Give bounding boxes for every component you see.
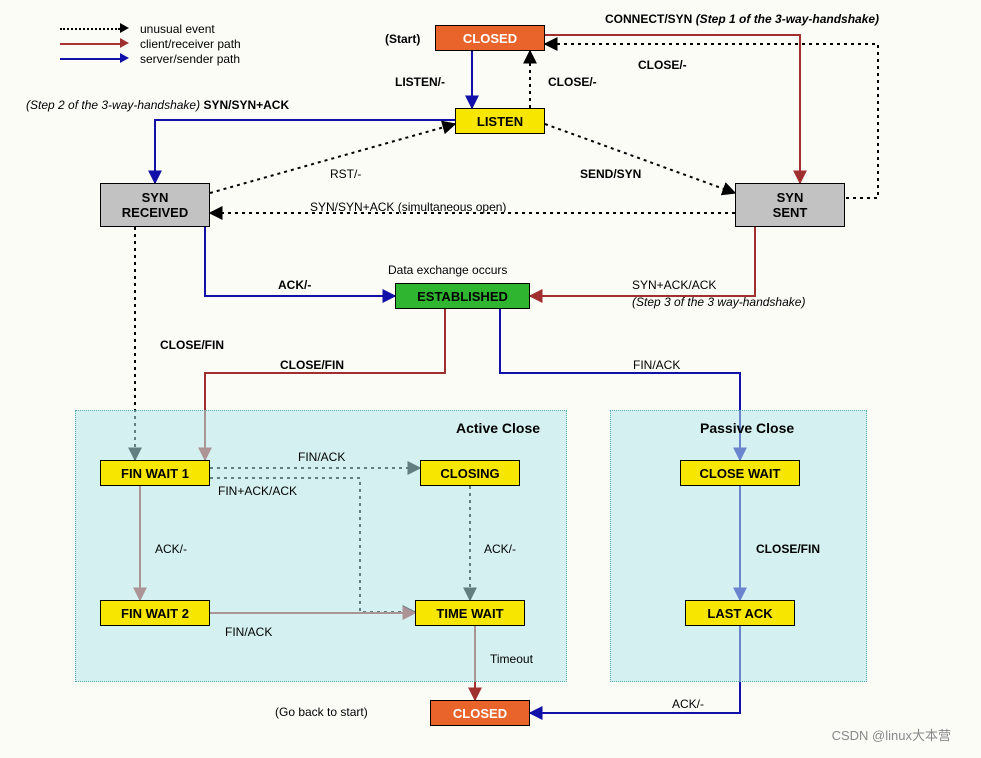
edge-label-3: CLOSE/- <box>638 58 687 72</box>
legend-label-red: client/receiver path <box>140 37 241 51</box>
edge-label-9b: (Step 3 of the 3 way-handshake) <box>632 295 805 309</box>
region-title-passive-close: Passive Close <box>700 420 794 436</box>
edge-label-9: SYN+ACK/ACK <box>632 278 716 292</box>
edge-label-12: CLOSE/FIN <box>280 358 344 372</box>
state-closed_top: CLOSED <box>435 25 545 51</box>
edge-label-19: CLOSE/FIN <box>756 542 820 556</box>
edge-label-10: Data exchange occurs <box>388 263 507 277</box>
legend-arrowhead-dotted <box>120 23 129 33</box>
edge-label-20: Timeout <box>490 652 533 666</box>
edge-4 <box>155 120 455 183</box>
state-time_wait: TIME WAIT <box>415 600 525 626</box>
edge-label-0: LISTEN/- <box>395 75 445 89</box>
edge-label-17: ACK/- <box>484 542 516 556</box>
edge-label-22: (Go back to start) <box>275 705 368 719</box>
edge-label-5: SEND/SYN <box>580 167 641 181</box>
region-title-active-close: Active Close <box>456 420 540 436</box>
edge-label-7: RST/- <box>330 167 361 181</box>
edge-label-6: SYN/SYN+ACK (simultaneous open) <box>310 200 506 214</box>
tcp-state-diagram: { "diagram": { "type": "flowchart", "bac… <box>0 0 981 758</box>
edge-label-14: ACK/- <box>155 542 187 556</box>
state-established: ESTABLISHED <box>395 283 530 309</box>
watermark: CSDN @linux大本营 <box>832 725 951 744</box>
legend-line-dotted <box>60 28 120 30</box>
state-fin_wait1: FIN WAIT 1 <box>100 460 210 486</box>
edge-label-4: (Step 2 of the 3-way-handshake) SYN/SYN+… <box>26 98 289 112</box>
state-fin_wait2: FIN WAIT 2 <box>100 600 210 626</box>
edge-label-13: FIN/ACK <box>633 358 680 372</box>
legend-arrowhead-red <box>120 38 129 48</box>
state-close_wait: CLOSE WAIT <box>680 460 800 486</box>
state-closed_bot: CLOSED <box>430 700 530 726</box>
start-label: (Start) <box>385 32 420 46</box>
edge-label-1: CLOSE/- <box>548 75 597 89</box>
edge-label-21: ACK/- <box>672 697 704 711</box>
legend-label-dotted: unusual event <box>140 22 215 36</box>
legend-line-red <box>60 43 120 45</box>
state-closing: CLOSING <box>420 460 520 486</box>
state-last_ack: LAST ACK <box>685 600 795 626</box>
edge-label-2: CONNECT/SYN (Step 1 of the 3-way-handsha… <box>605 12 879 26</box>
legend-arrowhead-blue <box>120 53 129 63</box>
state-syn_rcvd: SYN RECEIVED <box>100 183 210 227</box>
state-syn_sent: SYN SENT <box>735 183 845 227</box>
edge-label-11: CLOSE/FIN <box>160 338 224 352</box>
region-passive-close <box>610 410 867 682</box>
edge-label-16: FIN+ACK/ACK <box>218 484 297 498</box>
edge-label-8: ACK/- <box>278 278 311 292</box>
edge-label-18: FIN/ACK <box>225 625 272 639</box>
legend-line-blue <box>60 58 120 60</box>
edge-5 <box>545 124 735 193</box>
state-listen: LISTEN <box>455 108 545 134</box>
edge-7 <box>210 124 455 193</box>
edge-label-15: FIN/ACK <box>298 450 345 464</box>
legend-label-blue: server/sender path <box>140 52 240 66</box>
